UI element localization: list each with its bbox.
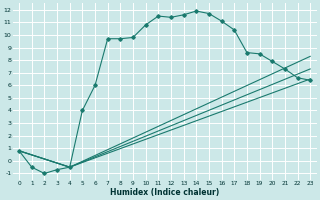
X-axis label: Humidex (Indice chaleur): Humidex (Indice chaleur) bbox=[110, 188, 219, 197]
